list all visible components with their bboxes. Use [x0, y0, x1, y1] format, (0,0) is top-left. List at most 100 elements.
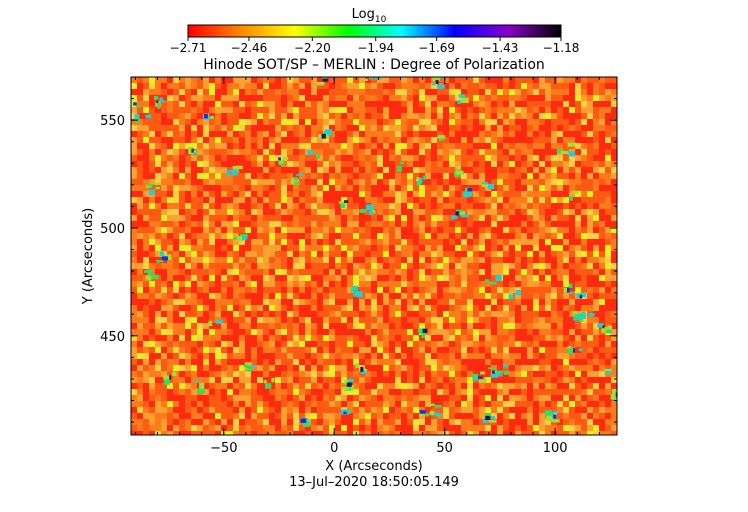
- heatmap-cell: [179, 293, 185, 299]
- heatmap-cell: [485, 269, 491, 275]
- heatmap-cell: [275, 329, 281, 335]
- heatmap-cell: [359, 407, 365, 413]
- heatmap-cell: [377, 107, 383, 113]
- heatmap-cell: [557, 359, 563, 365]
- heatmap-cell: [329, 221, 335, 227]
- heatmap-cell: [539, 401, 545, 407]
- heatmap-cell: [557, 119, 563, 125]
- heatmap-cell: [227, 395, 233, 401]
- heatmap-cell: [329, 257, 335, 263]
- heatmap-patch: [489, 281, 497, 285]
- heatmap-cell: [383, 425, 389, 431]
- heatmap-cell: [329, 227, 335, 233]
- heatmap-cell: [497, 245, 503, 251]
- heatmap-cell: [245, 257, 251, 263]
- heatmap-cell: [239, 305, 245, 311]
- heatmap-cell: [455, 383, 461, 389]
- heatmap-cell: [395, 227, 401, 233]
- heatmap-cell: [221, 221, 227, 227]
- heatmap-cell: [569, 179, 575, 185]
- heatmap-cell: [317, 413, 323, 419]
- heatmap-cell: [467, 155, 473, 161]
- heatmap-cell: [509, 227, 515, 233]
- heatmap-cell: [353, 269, 359, 275]
- heatmap-cell: [155, 155, 161, 161]
- heatmap-cell: [485, 425, 491, 431]
- heatmap-cell: [389, 185, 395, 191]
- heatmap-cell: [611, 185, 617, 191]
- heatmap-cell: [143, 413, 149, 419]
- heatmap-cell: [359, 425, 365, 431]
- heatmap-cell: [221, 143, 227, 149]
- heatmap-cell: [527, 281, 533, 287]
- heatmap-patch: [578, 348, 583, 352]
- heatmap-cell: [173, 347, 179, 353]
- heatmap-cell: [569, 323, 575, 329]
- heatmap-cell: [557, 419, 563, 425]
- heatmap-cell: [533, 161, 539, 167]
- heatmap-cell: [383, 113, 389, 119]
- heatmap-cell: [149, 323, 155, 329]
- heatmap-cell: [593, 371, 599, 377]
- heatmap-cell: [359, 341, 365, 347]
- heatmap-cell: [395, 431, 401, 435]
- heatmap-cell: [149, 179, 155, 185]
- heatmap-cell: [329, 341, 335, 347]
- heatmap-cell: [311, 389, 317, 395]
- heatmap-cell: [461, 239, 467, 245]
- heatmap-cell: [143, 359, 149, 365]
- heatmap-cell: [527, 413, 533, 419]
- heatmap-cell: [527, 359, 533, 365]
- heatmap-cell: [143, 137, 149, 143]
- heatmap-cell: [581, 221, 587, 227]
- heatmap-cell: [143, 353, 149, 359]
- heatmap-cell: [533, 317, 539, 323]
- heatmap-cell: [185, 371, 191, 377]
- heatmap-cell: [365, 197, 371, 203]
- heatmap-cell: [329, 323, 335, 329]
- heatmap-cell: [575, 167, 581, 173]
- heatmap-cell: [155, 83, 161, 89]
- heatmap-cell: [371, 197, 377, 203]
- heatmap-cell: [251, 149, 257, 155]
- heatmap-cell: [215, 107, 221, 113]
- heatmap-cell: [443, 425, 449, 431]
- heatmap-cell: [161, 149, 167, 155]
- heatmap-cell: [611, 173, 617, 179]
- heatmap-cell: [473, 245, 479, 251]
- heatmap-cell: [437, 365, 443, 371]
- heatmap-cell: [545, 155, 551, 161]
- heatmap-cell: [611, 353, 617, 359]
- heatmap-cell: [461, 401, 467, 407]
- heatmap-cell: [569, 185, 575, 191]
- heatmap-cell: [239, 209, 245, 215]
- heatmap-cell: [191, 419, 197, 425]
- heatmap-cell: [131, 113, 137, 119]
- heatmap-cell: [155, 419, 161, 425]
- heatmap-cell: [401, 119, 407, 125]
- heatmap-cell: [419, 305, 425, 311]
- heatmap-cell: [245, 149, 251, 155]
- heatmap-cell: [473, 389, 479, 395]
- heatmap-cell: [587, 431, 593, 435]
- heatmap-cell: [221, 395, 227, 401]
- heatmap-cell: [245, 413, 251, 419]
- heatmap-cell: [149, 203, 155, 209]
- heatmap-cell: [497, 143, 503, 149]
- heatmap-cell: [389, 197, 395, 203]
- heatmap-cell: [569, 191, 575, 197]
- heatmap-cell: [545, 281, 551, 287]
- heatmap-cell: [581, 119, 587, 125]
- heatmap-cell: [209, 239, 215, 245]
- heatmap-cell: [191, 305, 197, 311]
- heatmap-cell: [353, 155, 359, 161]
- heatmap-cell: [401, 83, 407, 89]
- heatmap-cell: [239, 353, 245, 359]
- heatmap-cell: [209, 395, 215, 401]
- heatmap-cell: [401, 227, 407, 233]
- heatmap-cell: [275, 239, 281, 245]
- heatmap-cell: [275, 323, 281, 329]
- heatmap-cell: [431, 143, 437, 149]
- heatmap-cell: [131, 317, 137, 323]
- heatmap-cell: [287, 377, 293, 383]
